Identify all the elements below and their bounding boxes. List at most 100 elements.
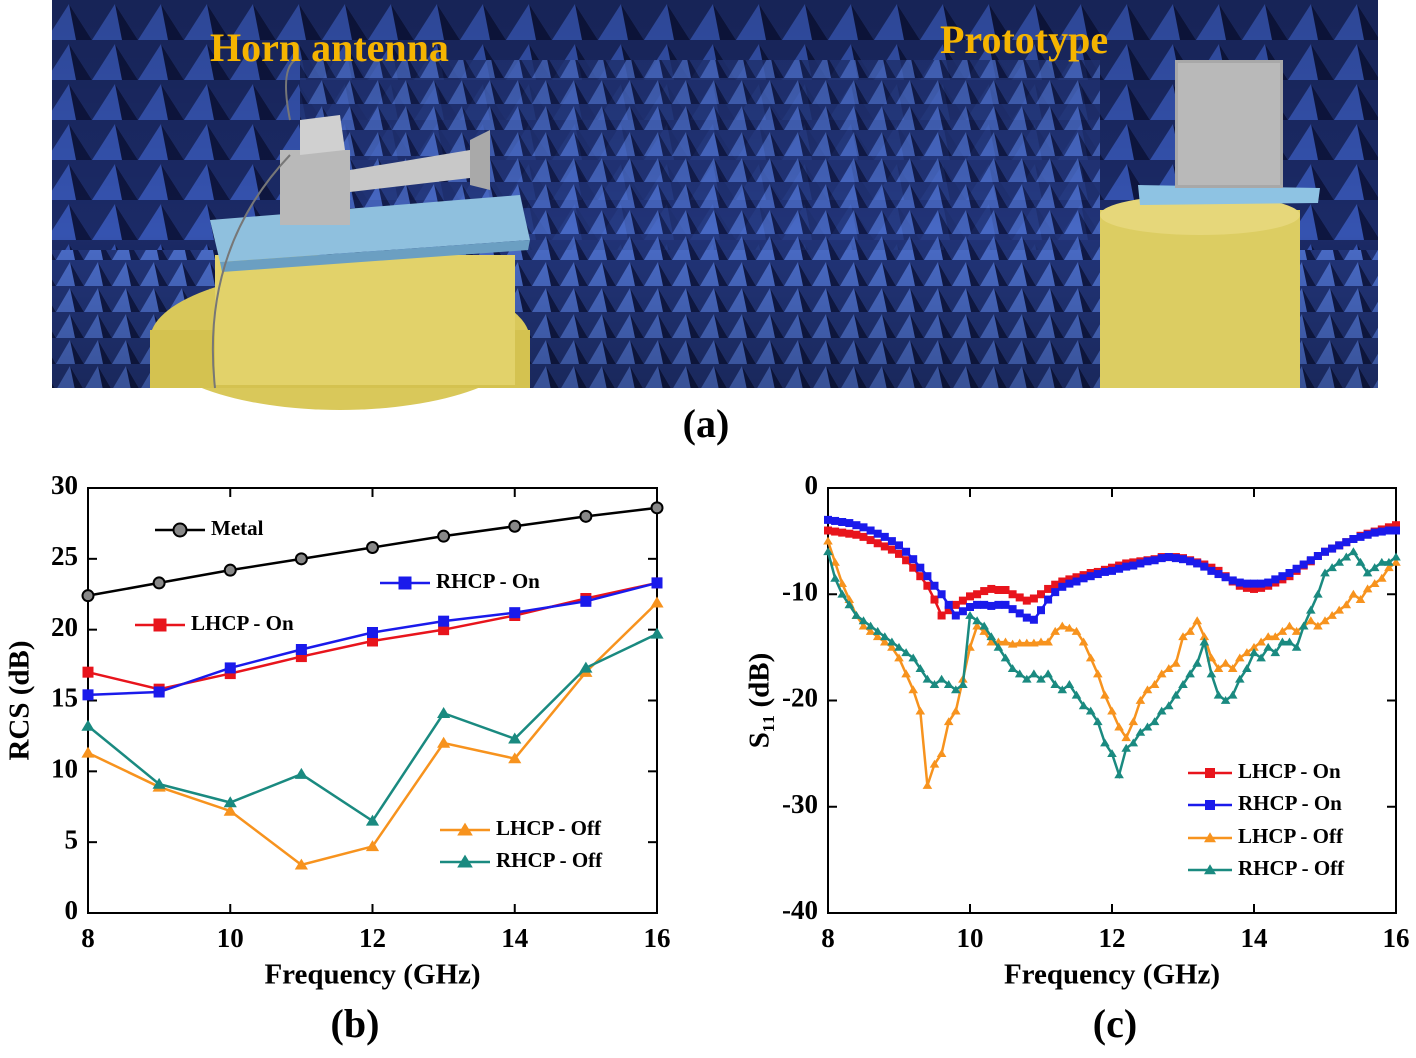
marker [580, 595, 592, 607]
marker [508, 752, 522, 764]
marker [973, 590, 982, 599]
marker [1057, 621, 1068, 630]
marker [873, 529, 882, 538]
marker [1065, 579, 1074, 588]
y-axis-label: S₁₁ (dB) [744, 653, 776, 749]
marker [880, 542, 889, 551]
photo-label: Horn antenna [210, 25, 449, 70]
marker [1178, 680, 1188, 688]
marker [1058, 577, 1067, 586]
marker [823, 547, 833, 556]
legend-label: RHCP - Off [1238, 856, 1345, 880]
marker [923, 581, 932, 590]
marker [508, 519, 522, 533]
x-tick-label: 10 [957, 923, 984, 953]
marker [1206, 669, 1217, 678]
marker [1193, 559, 1202, 568]
marker [1377, 527, 1386, 536]
marker [1391, 557, 1401, 566]
marker [1037, 590, 1045, 599]
marker [1022, 638, 1032, 647]
marker [1064, 623, 1075, 632]
marker [979, 621, 989, 630]
marker [1085, 653, 1096, 662]
marker [579, 661, 593, 673]
marker [916, 572, 925, 581]
marker [901, 669, 911, 678]
marker [1057, 685, 1068, 694]
marker [1392, 526, 1400, 535]
marker [365, 840, 380, 852]
marker [1271, 575, 1280, 584]
marker [986, 637, 997, 646]
marker [1051, 580, 1060, 589]
marker [508, 732, 522, 744]
marker [880, 632, 890, 641]
marker [1220, 658, 1231, 667]
marker [1064, 680, 1075, 688]
marker [1277, 637, 1288, 646]
marker [895, 549, 903, 558]
marker [887, 545, 896, 554]
marker [152, 777, 166, 789]
marker [958, 596, 967, 605]
marker [951, 600, 960, 609]
marker [1128, 738, 1139, 747]
marker [966, 603, 974, 611]
marker [951, 685, 961, 694]
marker [1029, 638, 1039, 647]
marker [1306, 556, 1315, 565]
x-tick-label: 14 [1241, 923, 1268, 953]
marker [937, 590, 946, 599]
y-tick-label: -20 [782, 683, 818, 713]
marker [1122, 562, 1131, 571]
x-tick-label: 10 [217, 923, 244, 953]
marker [930, 595, 939, 604]
legend-label: LHCP - On [1238, 759, 1341, 783]
marker [81, 589, 95, 603]
legend-label: LHCP - Off [496, 816, 602, 840]
marker [837, 579, 847, 588]
marker [1384, 526, 1393, 535]
marker [872, 632, 883, 641]
marker [1093, 669, 1103, 678]
marker [1270, 632, 1281, 641]
marker [438, 615, 450, 627]
marker [837, 589, 847, 598]
x-tick-label: 16 [1383, 923, 1410, 953]
marker [1363, 530, 1372, 539]
x-axis-label: Frequency (GHz) [264, 959, 480, 991]
x-tick-label: 14 [501, 923, 528, 953]
marker [1242, 579, 1251, 588]
marker [1071, 626, 1082, 635]
marker [858, 616, 869, 625]
legend-label: Metal [211, 516, 264, 540]
marker [1327, 610, 1337, 619]
marker [944, 600, 953, 609]
marker [1085, 706, 1096, 715]
legend-label: RHCP - On [1238, 791, 1342, 815]
marker [908, 653, 918, 662]
marker [224, 668, 236, 680]
marker [1235, 674, 1245, 683]
marker [1313, 621, 1323, 630]
marker [1270, 648, 1281, 657]
marker [1051, 588, 1060, 597]
marker [1192, 616, 1202, 625]
marker [979, 626, 989, 635]
marker [152, 576, 166, 590]
marker [1078, 701, 1089, 710]
marker [1029, 669, 1039, 678]
marker [943, 717, 954, 726]
marker [859, 532, 868, 541]
legend-marker [1205, 768, 1215, 778]
marker [1200, 562, 1209, 571]
marker [82, 689, 94, 701]
marker [980, 600, 989, 609]
marker [1043, 637, 1053, 646]
marker [1179, 555, 1187, 564]
marker [902, 556, 911, 565]
marker [1362, 568, 1373, 577]
marker [1207, 566, 1216, 575]
marker [1257, 583, 1266, 592]
